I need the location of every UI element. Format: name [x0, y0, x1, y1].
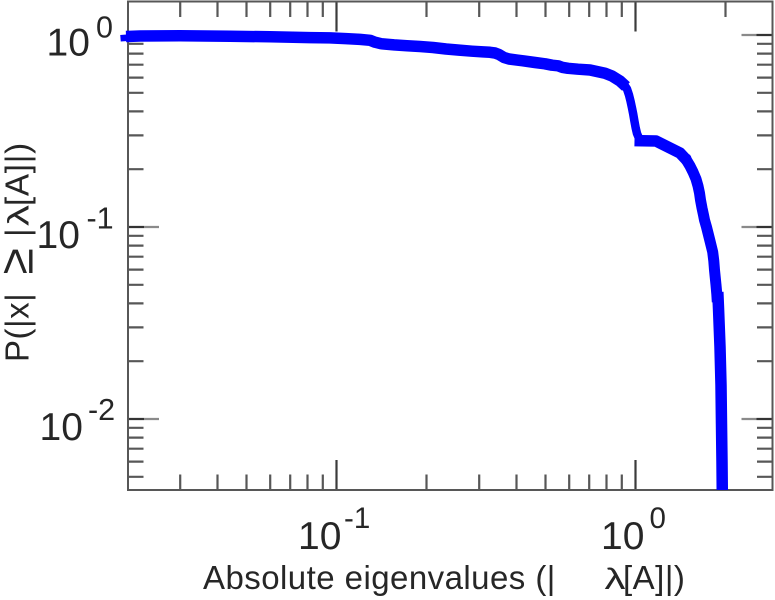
svg-text:P(|x|: P(|x|: [0, 293, 36, 362]
svg-text:[A]|): [A]|): [0, 142, 36, 206]
svg-text:λ: λ: [3, 205, 36, 226]
svg-text:λ: λ: [605, 563, 626, 596]
svg-text:≥: ≥: [0, 248, 44, 274]
svg-text:Absolute eigenvalues (|: Absolute eigenvalues (|: [203, 559, 556, 596]
svg-text:0: 0: [650, 502, 666, 535]
svg-text:10: 10: [298, 515, 341, 558]
svg-text:[A]|): [A]|): [623, 559, 685, 596]
svg-text:|: |: [0, 228, 36, 237]
svg-text:-1: -1: [87, 202, 114, 236]
svg-text:10: 10: [40, 406, 83, 449]
svg-text:-2: -2: [88, 393, 115, 427]
svg-text:10: 10: [47, 22, 90, 65]
svg-text:-1: -1: [344, 502, 370, 535]
svg-text:10: 10: [37, 214, 80, 257]
svg-text:0: 0: [96, 11, 113, 45]
svg-text:10: 10: [601, 515, 644, 558]
